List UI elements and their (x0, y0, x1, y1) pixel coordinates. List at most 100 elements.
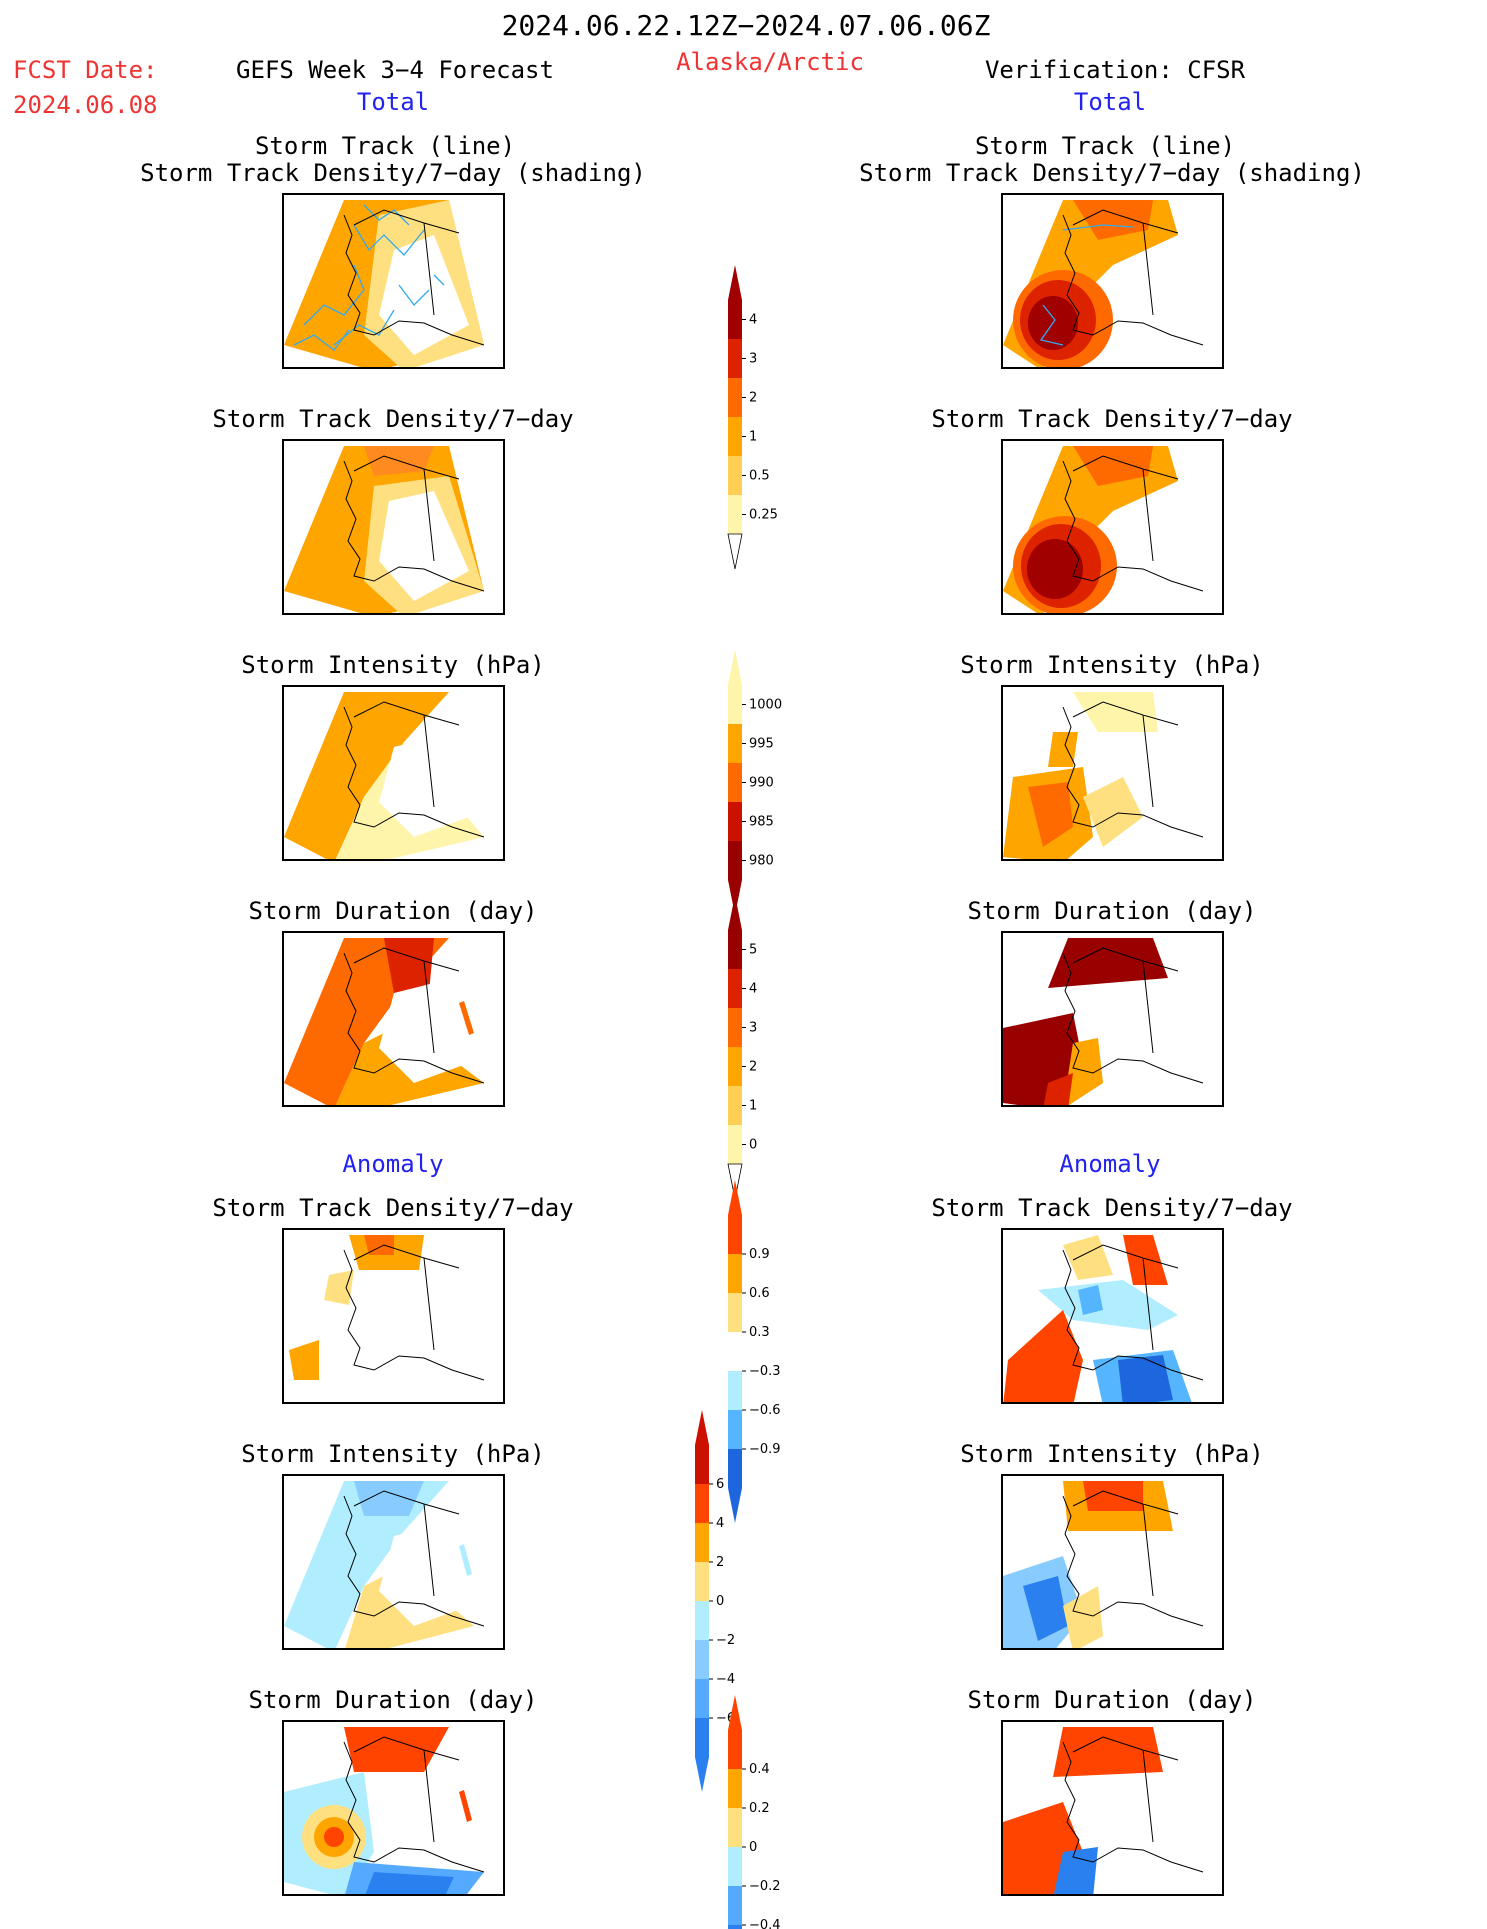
intensity-label: 1000 (749, 698, 782, 713)
fcst-date: 2024.06.08 (13, 91, 158, 119)
colorbar-anom-density: 0.9 0.6 0.3 −0.3 −0.6 −0.9 (728, 1180, 788, 1523)
density-label: 0.25 (749, 508, 778, 523)
right-anomaly-label: Anomaly (1059, 1150, 1161, 1178)
fcst-label: FCST Date: (13, 56, 158, 84)
anom_density-bottom-arrow (728, 1488, 742, 1523)
anom_density-segment (728, 1215, 742, 1254)
anom_intensity-label: 2 (716, 1555, 724, 1570)
l-track-shading-title: Storm Track Density/7−day (shading) (140, 159, 646, 187)
density-label: 1 (749, 430, 757, 445)
duration-label: 4 (749, 982, 757, 997)
r-track-shading-title: Storm Track Density/7−day (shading) (859, 159, 1365, 187)
anom_intensity-segment (695, 1679, 709, 1718)
map-right-intensity (1001, 685, 1224, 861)
map-right-duration (1001, 931, 1224, 1107)
anom_density-segment (728, 1449, 742, 1488)
r-track-line-title: Storm Track (line) (974, 132, 1236, 160)
anom_intensity-segment (695, 1523, 709, 1562)
r-intensity-title: Storm Intensity (hPa) (960, 651, 1264, 679)
anom_duration-label: −0.4 (749, 1918, 781, 1929)
anom_intensity-segment (695, 1640, 709, 1679)
anom_intensity-segment (695, 1484, 709, 1523)
anom_intensity-label: 0 (716, 1594, 724, 1609)
map-right-track (1001, 193, 1224, 369)
anom_density-segment (728, 1254, 742, 1293)
anom_density-segment (728, 1410, 742, 1449)
colorbar-intensity: 1000 995 990 985 980 (728, 650, 788, 915)
anom_duration-top-arrow (728, 1695, 742, 1730)
right-column-title: Verification: CFSR (984, 56, 1246, 84)
anom_density-segment (728, 1332, 742, 1371)
anom_duration-label: 0 (749, 1840, 757, 1855)
anom_intensity-segment (695, 1718, 709, 1757)
duration-segment (728, 969, 742, 1008)
duration-segment (728, 1125, 742, 1164)
time-range: 2024.06.22.12Z−2024.07.06.06Z (501, 9, 991, 42)
anom_duration-segment (728, 1808, 742, 1847)
intensity-segment (728, 685, 742, 724)
anom_intensity-bottom-arrow (695, 1757, 709, 1792)
anom_duration-label: −0.2 (749, 1879, 781, 1894)
intensity-segment (728, 841, 742, 880)
anom_density-segment (728, 1293, 742, 1332)
l-density-title: Storm Track Density/7−day (212, 405, 574, 433)
intensity-segment (728, 724, 742, 763)
anom_duration-segment (728, 1925, 742, 1929)
anom_density-top-arrow (728, 1180, 742, 1215)
duration-segment (728, 1008, 742, 1047)
r-anom-density-title: Storm Track Density/7−day (931, 1194, 1293, 1222)
map-right-anom-density (1001, 1228, 1224, 1404)
l-anom-duration-title: Storm Duration (day) (248, 1686, 538, 1714)
anom_density-label: 0.9 (749, 1247, 770, 1262)
anom_density-label: −0.6 (749, 1403, 781, 1418)
intensity-top-arrow (728, 650, 742, 685)
anom_duration-segment (728, 1847, 742, 1886)
density-segment (728, 495, 742, 534)
duration-segment (728, 1086, 742, 1125)
density-label: 0.5 (749, 469, 770, 484)
colorbar-duration: 5 4 3 2 1 0 (727, 895, 788, 1200)
density-label: 2 (749, 391, 757, 406)
intensity-segment (728, 763, 742, 802)
anom_intensity-segment (695, 1562, 709, 1601)
r-anom-duration-title: Storm Duration (day) (967, 1686, 1257, 1714)
duration-segment (728, 1047, 742, 1086)
l-anom-intensity-title: Storm Intensity (hPa) (241, 1440, 545, 1468)
colorbar-anom-duration: 0.4 0.2 0 −0.2 −0.4 (728, 1695, 788, 1929)
l-anom-density-title: Storm Track Density/7−day (212, 1194, 574, 1222)
anom_intensity-label: −2 (716, 1633, 735, 1648)
anom_duration-segment (728, 1886, 742, 1925)
left-anomaly-label: Anomaly (342, 1150, 444, 1178)
anom_duration-label: 0.4 (749, 1762, 770, 1777)
map-left-anom-intensity (282, 1474, 505, 1650)
anom_duration-segment (728, 1730, 742, 1769)
anom_intensity-segment (695, 1601, 709, 1640)
density-segment (728, 417, 742, 456)
density-top-arrow (728, 265, 742, 300)
anom_intensity-top-arrow (695, 1410, 709, 1445)
anom_density-label: −0.3 (749, 1364, 781, 1379)
r-anom-intensity-title: Storm Intensity (hPa) (960, 1440, 1264, 1468)
duration-label: 5 (749, 943, 757, 958)
duration-segment (728, 930, 742, 969)
anom_intensity-label: −4 (716, 1672, 735, 1687)
density-segment (728, 456, 742, 495)
map-right-density (1001, 439, 1224, 615)
l-intensity-title: Storm Intensity (hPa) (241, 651, 545, 679)
duration-label: 3 (749, 1021, 757, 1036)
map-left-duration (282, 931, 505, 1107)
duration-label: 0 (749, 1138, 757, 1153)
density-segment (728, 378, 742, 417)
anom_density-label: 0.6 (749, 1286, 770, 1301)
density-segment (728, 339, 742, 378)
map-left-track (282, 193, 505, 369)
anom_density-segment (728, 1371, 742, 1410)
intensity-label: 985 (749, 815, 774, 830)
colorbar-density: 4 3 2 1 0.5 0.25 (727, 265, 788, 570)
left-column-title: GEFS Week 3−4 Forecast (236, 56, 554, 84)
anom_duration-label: 0.2 (749, 1801, 770, 1816)
map-right-anom-intensity (1001, 1474, 1224, 1650)
r-duration-title: Storm Duration (day) (967, 897, 1257, 925)
map-right-anom-duration (1001, 1720, 1224, 1896)
anom_density-label: 0.3 (749, 1325, 770, 1340)
